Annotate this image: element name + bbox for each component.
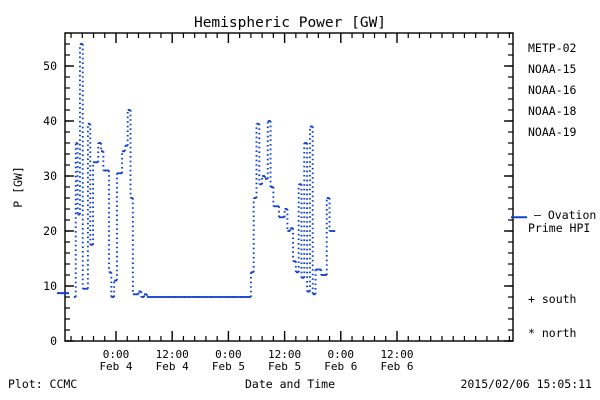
ovation-hpi-markers [57, 216, 527, 295]
x-tick-time: 0:00 [103, 348, 130, 361]
y-tick-label: 0 [50, 334, 57, 348]
y-axis-ticks [65, 32, 513, 342]
legend-item-noaa-19: NOAA-19 [528, 125, 577, 139]
x-tick-date: Feb 4 [156, 360, 189, 373]
y-tick-label: 10 [43, 279, 57, 293]
x-tick-date: Feb 6 [324, 360, 357, 373]
x-tick-time: 12:00 [380, 348, 413, 361]
legend-marker-south: + south [528, 292, 576, 306]
legend-ovation-line2: Prime HPI [528, 221, 590, 235]
legend-item-noaa-15: NOAA-15 [528, 62, 576, 76]
plot-credit: Plot: CCMC [8, 377, 77, 391]
y-tick-label: 40 [43, 114, 57, 128]
x-tick-date: Feb 6 [380, 360, 413, 373]
y-axis-tick-labels: 0 10 20 30 40 50 [43, 59, 57, 348]
page-title: Hemispheric Power [GW] [194, 15, 386, 31]
legend-item-noaa-16: NOAA-16 [528, 83, 577, 97]
data-series-layer [73, 43, 336, 298]
x-tick-time: 12:00 [268, 348, 301, 361]
x-axis-ticks [70, 33, 510, 341]
y-tick-label: 20 [43, 224, 57, 238]
legend-item-noaa-18: NOAA-18 [528, 104, 577, 118]
y-tick-label: 30 [43, 169, 57, 183]
legend-ovation-line1: — Ovation [534, 208, 596, 222]
x-tick-time: 0:00 [328, 348, 355, 361]
plot-frame [64, 32, 514, 342]
legend-item-metp-02: METP-02 [528, 41, 576, 55]
timestamp: 2015/02/06 15:05:11 [460, 377, 592, 391]
y-axis-label: P [GW] [11, 166, 25, 208]
x-tick-date: Feb 5 [212, 360, 245, 373]
x-axis-label: Date and Time [245, 377, 335, 391]
y-tick-label: 50 [43, 59, 57, 73]
x-tick-date: Feb 4 [99, 360, 132, 373]
x-tick-date: Feb 5 [268, 360, 301, 373]
x-tick-time: 12:00 [156, 348, 189, 361]
x-tick-time: 0:00 [215, 348, 242, 361]
legend-marker-north: * north [528, 326, 576, 340]
legend: METP-02 NOAA-15 NOAA-16 NOAA-18 NOAA-19 — Ova… [528, 41, 596, 340]
